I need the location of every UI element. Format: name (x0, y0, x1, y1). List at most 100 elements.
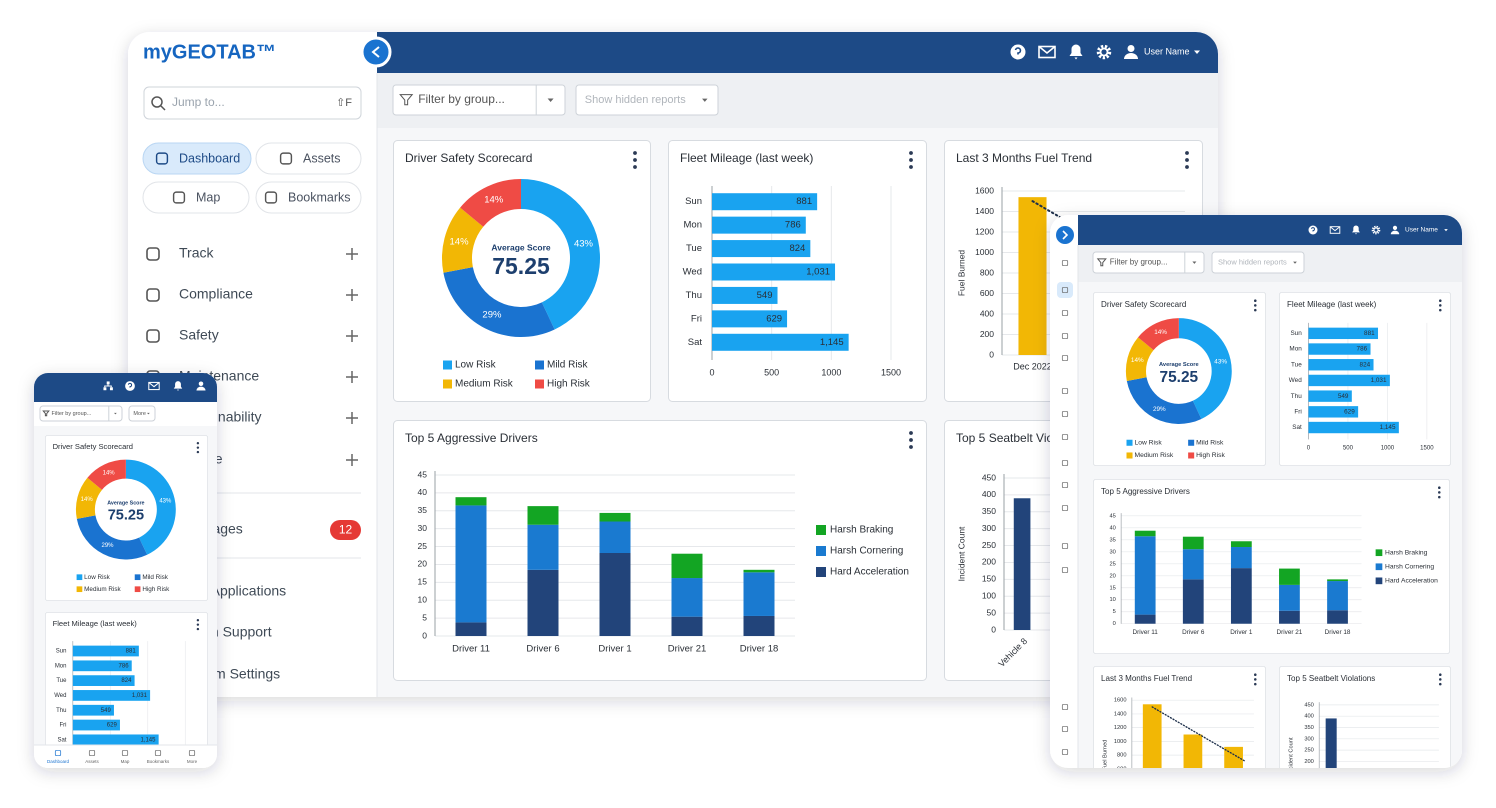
dropdown-label: Filter by group... (418, 92, 505, 106)
card-body: Fleet Mileage (last week) 0 500 1000 1500 Sun… (1287, 299, 1442, 452)
icon (1061, 504, 1069, 512)
quick-nav-button[interactable] (255, 142, 362, 175)
menu-dot (1439, 673, 1442, 676)
legend-label: Medium Risk (84, 586, 121, 593)
value-label: 1,145 (820, 337, 844, 348)
search-box[interactable] (143, 86, 362, 120)
legend-label: Hard Acceleration (830, 567, 909, 578)
icon (148, 381, 160, 391)
dropdown-label: More (133, 411, 146, 417)
bar-segment (743, 569, 775, 573)
icon (172, 191, 186, 204)
menu-dot (909, 151, 913, 155)
bar-segment (599, 521, 631, 553)
category-label: Fri (1294, 409, 1301, 416)
y-tick-label: 10 (1109, 597, 1115, 603)
category-label: Driver 6 (1182, 629, 1205, 636)
icon (1096, 44, 1112, 60)
menu-dot (1254, 678, 1257, 681)
bar-segment (1327, 581, 1348, 611)
category-label: Wed (683, 267, 702, 278)
category-label: Thu (686, 290, 702, 301)
menu-item[interactable]: Track (179, 245, 214, 261)
value-label: 1,145 (1380, 424, 1396, 431)
dropdown[interactable] (128, 405, 156, 422)
legend-swatch (76, 586, 83, 593)
card-title: Top 5 Aggressive Drivers (405, 431, 538, 445)
legend-swatch (816, 525, 826, 535)
y-tick-label: 0 (1113, 621, 1116, 627)
legend-swatch (1375, 563, 1383, 571)
dropdown[interactable] (575, 84, 719, 116)
user-name[interactable]: User Name (1144, 46, 1190, 56)
menu-icon (1061, 566, 1069, 574)
icon (188, 749, 196, 757)
user-name[interactable]: User Name (1405, 227, 1438, 234)
bottom-nav-label[interactable]: Assets (85, 759, 99, 764)
y-tick-label: 15 (418, 577, 428, 587)
expand-icon (346, 412, 358, 424)
quick-nav-button[interactable] (142, 181, 250, 214)
menu-icon (1061, 703, 1069, 711)
bottom-nav-label[interactable]: More (187, 759, 198, 764)
y-tick-label: 0 (989, 349, 994, 359)
dropdown[interactable] (39, 405, 123, 422)
category-label: Driver 6 (526, 644, 559, 655)
y-tick-label: 25 (418, 541, 428, 551)
expand-button[interactable] (1056, 226, 1074, 244)
legend-label: Mild Risk (1196, 440, 1224, 447)
menu-dot (1439, 299, 1442, 302)
help-icon (1010, 44, 1026, 60)
bar (712, 263, 836, 281)
y-tick-label: 600 (980, 288, 994, 298)
quick-nav-label: Assets (303, 151, 341, 165)
report-card: Top 5 Aggressive Drivers 0 5 10 15 20 25 30 35 40… (393, 420, 927, 681)
menu-icon (1061, 387, 1069, 395)
bar (1308, 374, 1390, 387)
phone-window: Filter by group... More Driver Safety Scor… (34, 373, 217, 768)
card-title: Driver Safety Scorecard (53, 442, 133, 451)
bottom-nav-label[interactable]: Bookmarks (147, 759, 170, 764)
menu-item[interactable]: Safety (179, 327, 219, 343)
menu-icon (146, 288, 160, 302)
top-bar (377, 32, 1218, 73)
bar (1142, 704, 1162, 768)
org-lines (104, 384, 112, 388)
card-body: Top 5 Seatbelt Violations 0 50 100 150 200 250… (1287, 673, 1442, 768)
menu-dot (909, 158, 913, 162)
collapse-button[interactable] (360, 36, 392, 68)
bar-segment (1230, 541, 1252, 548)
legend-label: Mild Risk (142, 574, 168, 581)
legend-swatch (1126, 452, 1133, 459)
donut-segment (1138, 318, 1179, 351)
y-tick-label: 600 (1117, 766, 1127, 772)
bar (1308, 421, 1399, 434)
dropdown[interactable] (1092, 251, 1205, 274)
legend-label: Low Risk (84, 574, 110, 581)
y-tick-label: 5 (422, 612, 427, 622)
icon (146, 247, 160, 261)
dropdown[interactable] (392, 84, 566, 116)
menu-item[interactable]: Compliance (179, 286, 253, 302)
user-body (196, 386, 206, 391)
bottom-nav-label[interactable]: Dashboard (47, 759, 70, 764)
y-tick-label: 45 (418, 469, 428, 479)
badge-count: 12 (339, 523, 353, 537)
icon (279, 152, 293, 165)
icon (103, 381, 113, 391)
quick-nav-button[interactable] (255, 181, 362, 214)
category-label: Sun (1290, 330, 1302, 337)
bar (712, 333, 849, 351)
icon (1061, 387, 1069, 395)
dropdown[interactable] (1211, 251, 1305, 274)
bar (72, 734, 159, 746)
gear-icon (1371, 225, 1381, 235)
legend-label: Medium Risk (1135, 452, 1174, 459)
top-bar (1078, 215, 1462, 245)
icon (1308, 225, 1318, 235)
card-frame (1093, 292, 1267, 467)
quick-nav-button[interactable] (142, 142, 252, 175)
value-label: 629 (107, 723, 118, 729)
category-label: Driver 11 (452, 644, 490, 655)
bottom-nav-label[interactable]: Map (121, 759, 130, 764)
